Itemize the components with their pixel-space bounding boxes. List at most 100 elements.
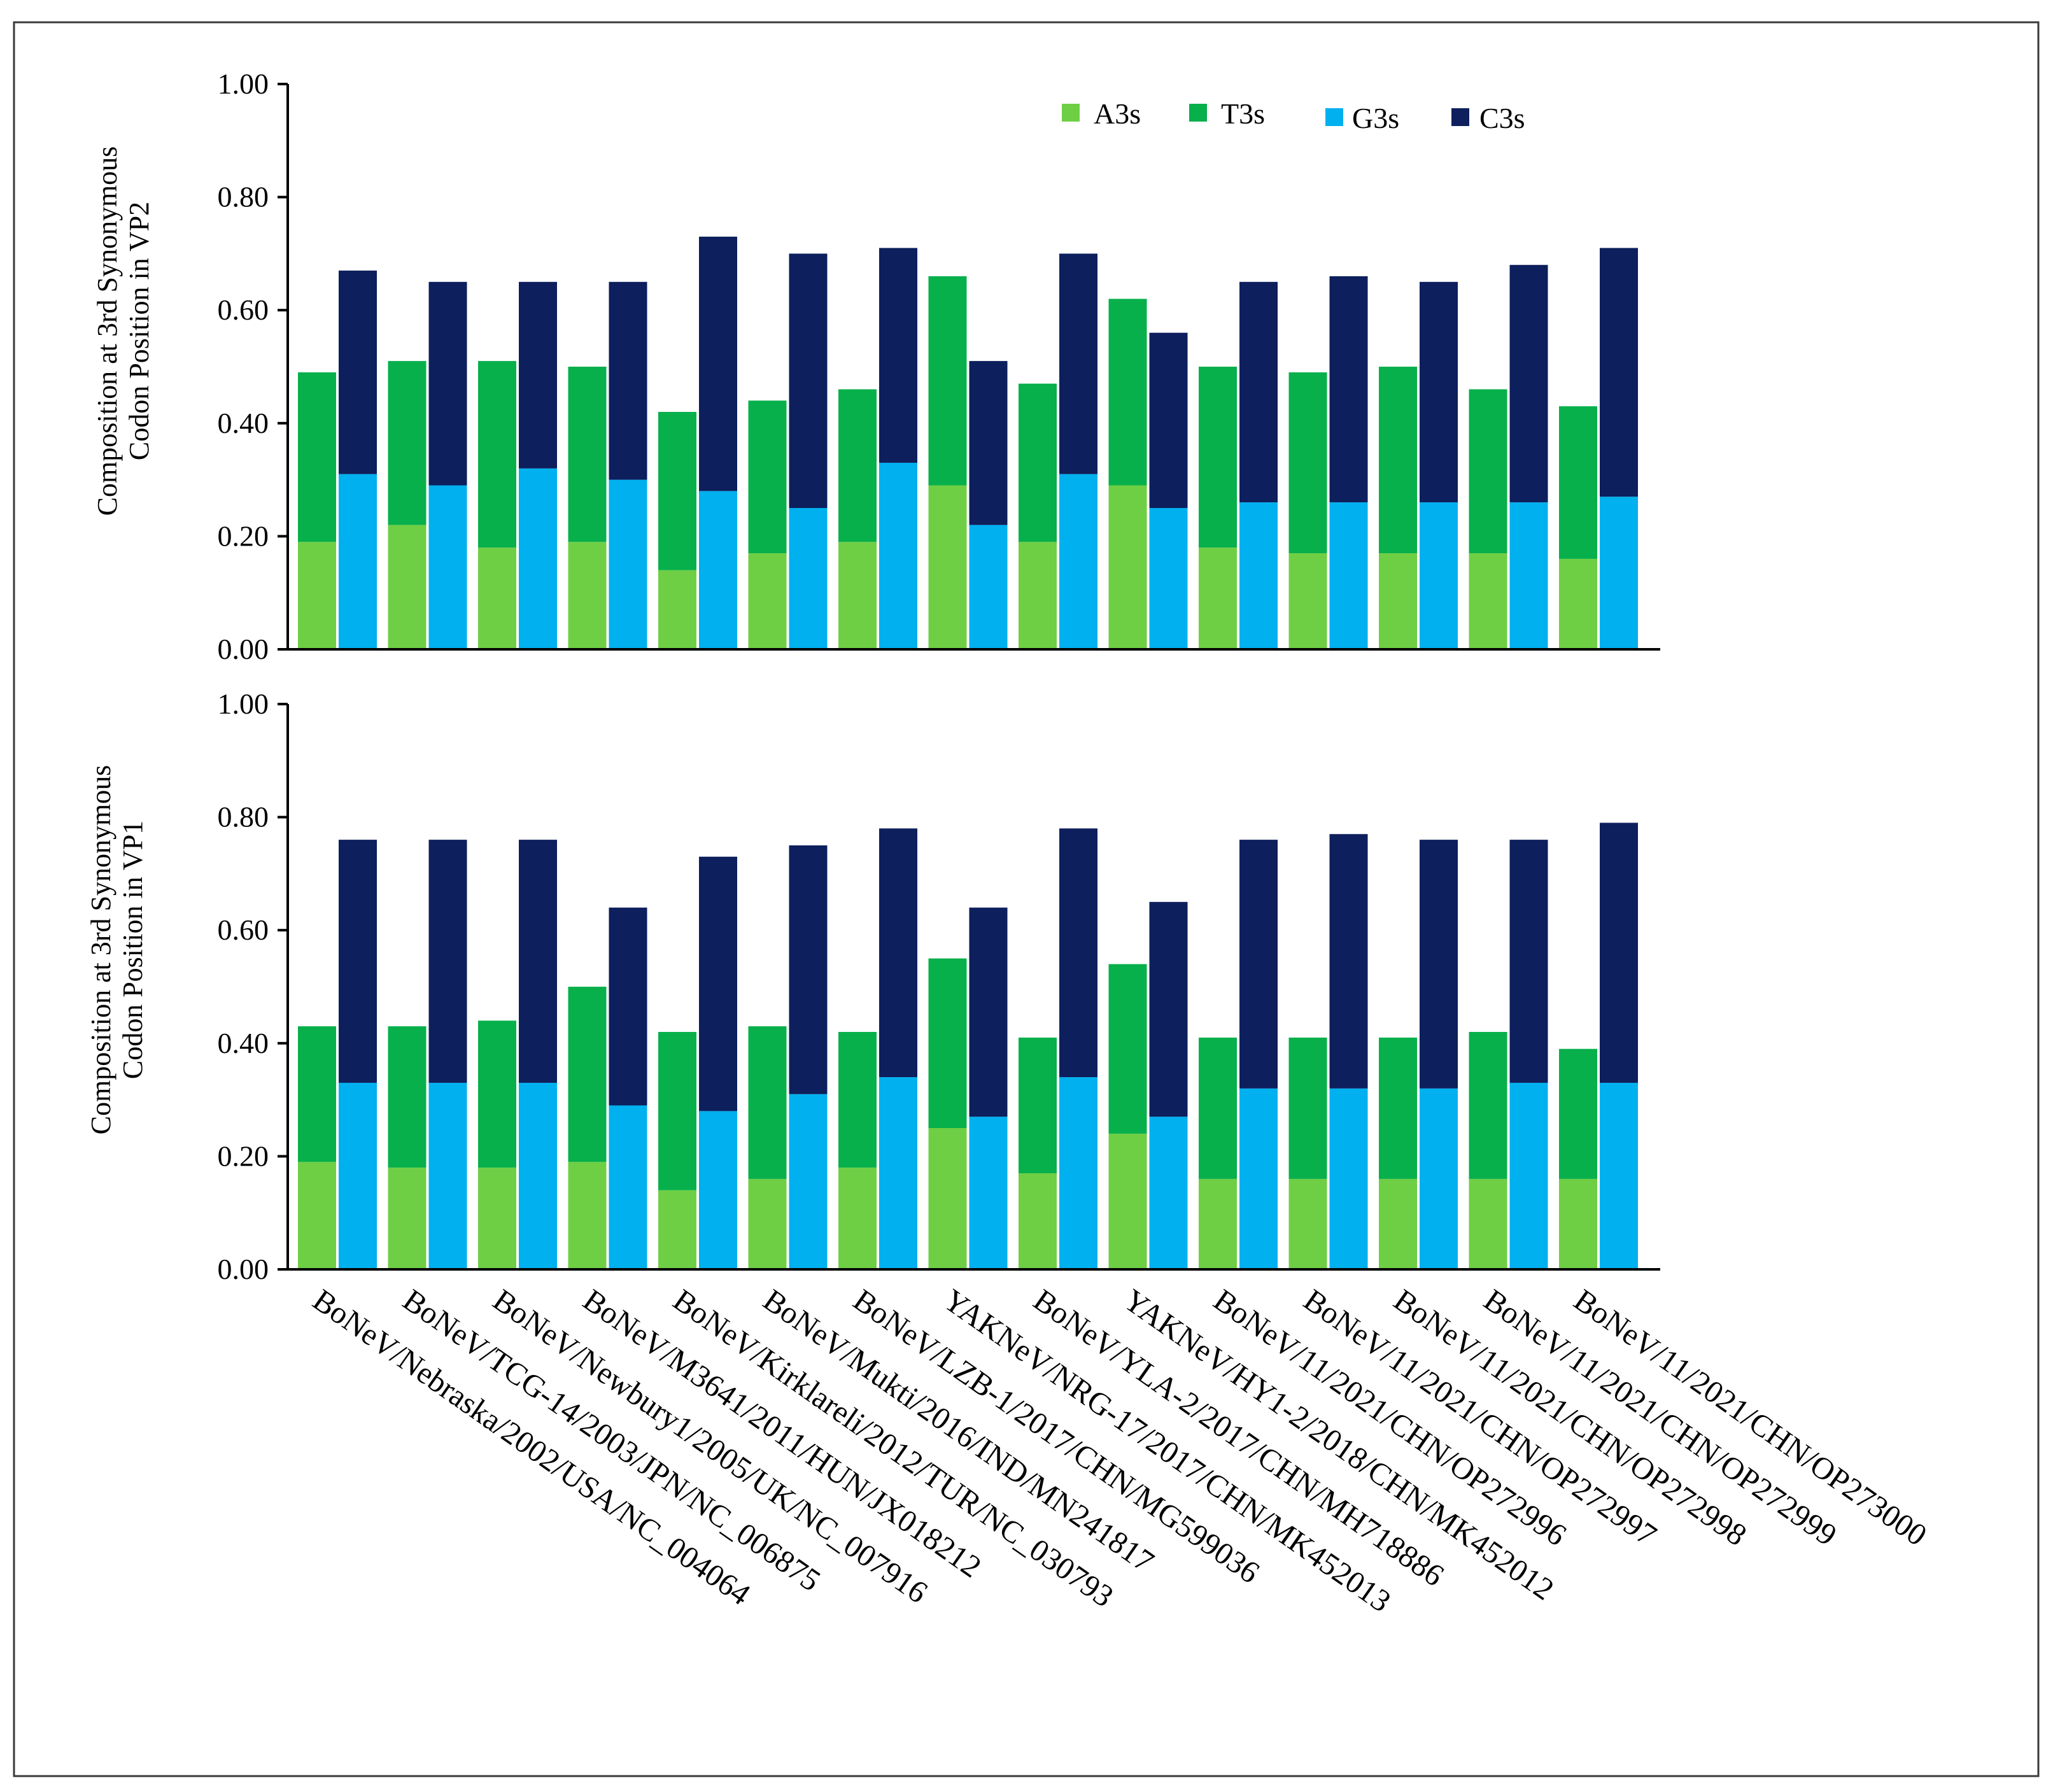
vp2-bar-g3s [879,462,917,649]
vp2-bar-c3s [339,271,377,474]
vp2-bar-c3s [1509,265,1548,503]
vp1-bar-g3s [1600,1082,1638,1269]
vp2-bar-g3s [789,508,828,649]
legend-swatch-t3s [1189,104,1207,122]
vp2-bar-t3s [1108,299,1147,486]
vp2-bar-c3s [969,361,1008,525]
vp2-bar-t3s [1559,406,1597,559]
vp2-y-tick-label: 0.80 [218,181,269,213]
vp2-bar-a3s [1559,558,1597,649]
vp2-bar-t3s [1199,367,1237,548]
vp1-bar-t3s [1108,964,1147,1134]
vp2-y-tick-label: 1.00 [218,67,269,100]
vp2-bar-g3s [339,474,377,649]
legend-swatch-a3s [1062,104,1080,122]
vp1-bar-a3s [658,1190,696,1269]
vp2-bar-a3s [1288,553,1327,649]
vp1-bar-a3s [568,1162,607,1269]
vp1-bar-a3s [928,1128,967,1269]
vp2-bar-t3s [568,367,607,542]
vp2-bar-t3s [388,361,427,525]
vp1-bar-t3s [1559,1048,1597,1179]
vp2-bar-t3s [298,372,336,542]
vp1-bar-a3s [1019,1173,1057,1269]
vp1-bar-c3s [879,828,917,1078]
vp2-bar-c3s [1149,332,1188,508]
vp1-bar-c3s [609,907,647,1106]
vp2-y-tick-label: 0.00 [218,633,269,665]
legend: A3s T3s G3s C3s [1062,97,1525,134]
vp2-bar-a3s [298,542,336,649]
vp1-bar-a3s [1199,1178,1237,1269]
vp1-bar-c3s [1509,840,1548,1083]
vp2-y-axis-label-line2: Codon Position in VP2 [123,202,155,460]
vp2-bar-g3s [519,468,557,649]
vp2-bar-t3s [1019,383,1057,542]
vp1-bar-t3s [1469,1032,1507,1179]
vp2-y-tick-label: 0.20 [218,519,269,552]
vp1-bar-g3s [1329,1088,1368,1269]
vp2-bar-c3s [428,281,467,486]
vp1-bar-g3s [879,1077,917,1269]
vp2-bar-a3s [928,485,967,649]
vp1-bar-a3s [1108,1133,1147,1269]
vp1-y-axis-label: Composition at 3rd Synonymous Codon Posi… [85,765,148,1135]
legend-label-g3s: G3s [1352,102,1399,134]
vp1-bar-c3s [969,907,1008,1117]
vp1-bar-t3s [298,1026,336,1162]
vp2-bar-c3s [1420,281,1458,503]
vp1-bar-g3s [339,1082,377,1269]
vp1-bar-g3s [1149,1117,1188,1269]
vp1-bar-g3s [1509,1082,1548,1269]
vp1-panel: Composition at 3rd Synonymous Codon Posi… [85,688,1660,1285]
vp2-bar-t3s [1379,367,1417,554]
vp1-y-tick-label: 1.00 [218,688,269,720]
vp2-bar-g3s [1420,502,1458,649]
vp2-bar-t3s [1469,389,1507,554]
vp1-bar-g3s [789,1094,828,1269]
vp1-bar-c3s [519,840,557,1083]
vp2-bar-c3s [519,281,557,469]
vp2-bar-a3s [1019,542,1057,649]
vp2-bar-c3s [1239,281,1278,503]
vp1-bar-c3s [1329,834,1368,1089]
vp1-bar-c3s [339,840,377,1083]
vp2-bar-g3s [1239,502,1278,649]
vp1-bar-a3s [1379,1178,1417,1269]
vp2-bar-a3s [1379,553,1417,649]
vp1-bar-a3s [298,1162,336,1269]
vp2-bar-t3s [838,389,877,542]
vp2-bar-c3s [1600,248,1638,497]
vp1-bar-c3s [1239,840,1278,1089]
vp2-bar-c3s [1059,253,1097,474]
vp1-bar-t3s [928,958,967,1128]
vp2-bar-g3s [609,479,647,649]
legend-swatch-g3s [1325,108,1343,126]
vp1-bar-g3s [1420,1088,1458,1269]
vp1-bar-a3s [1559,1178,1597,1269]
legend-label-c3s: C3s [1479,102,1525,134]
vp2-bar-t3s [748,400,787,554]
vp1-bar-g3s [699,1111,737,1269]
legend-swatch-c3s [1451,108,1469,126]
vp1-bar-g3s [1059,1077,1097,1269]
vp1-bar-a3s [1288,1178,1327,1269]
vp2-bar-c3s [699,236,737,491]
vp1-bar-g3s [428,1082,467,1269]
vp1-bar-c3s [1420,840,1458,1089]
vp1-bar-c3s [428,840,467,1083]
vp1-bar-c3s [1600,822,1638,1083]
vp1-y-axis-label-line1: Composition at 3rd Synonymous [85,765,116,1135]
vp1-bar-g3s [1239,1088,1278,1269]
vp1-bar-t3s [1288,1037,1327,1179]
vp2-bar-t3s [658,412,696,570]
vp1-bar-g3s [969,1117,1008,1269]
vp1-bar-t3s [1019,1037,1057,1174]
vp1-bar-g3s [609,1105,647,1269]
vp1-bar-t3s [388,1026,427,1168]
vp1-y-tick-label: 0.40 [218,1027,269,1059]
vp2-bar-a3s [1108,485,1147,649]
vp2-bar-a3s [568,542,607,649]
vp2-bar-a3s [1469,553,1507,649]
